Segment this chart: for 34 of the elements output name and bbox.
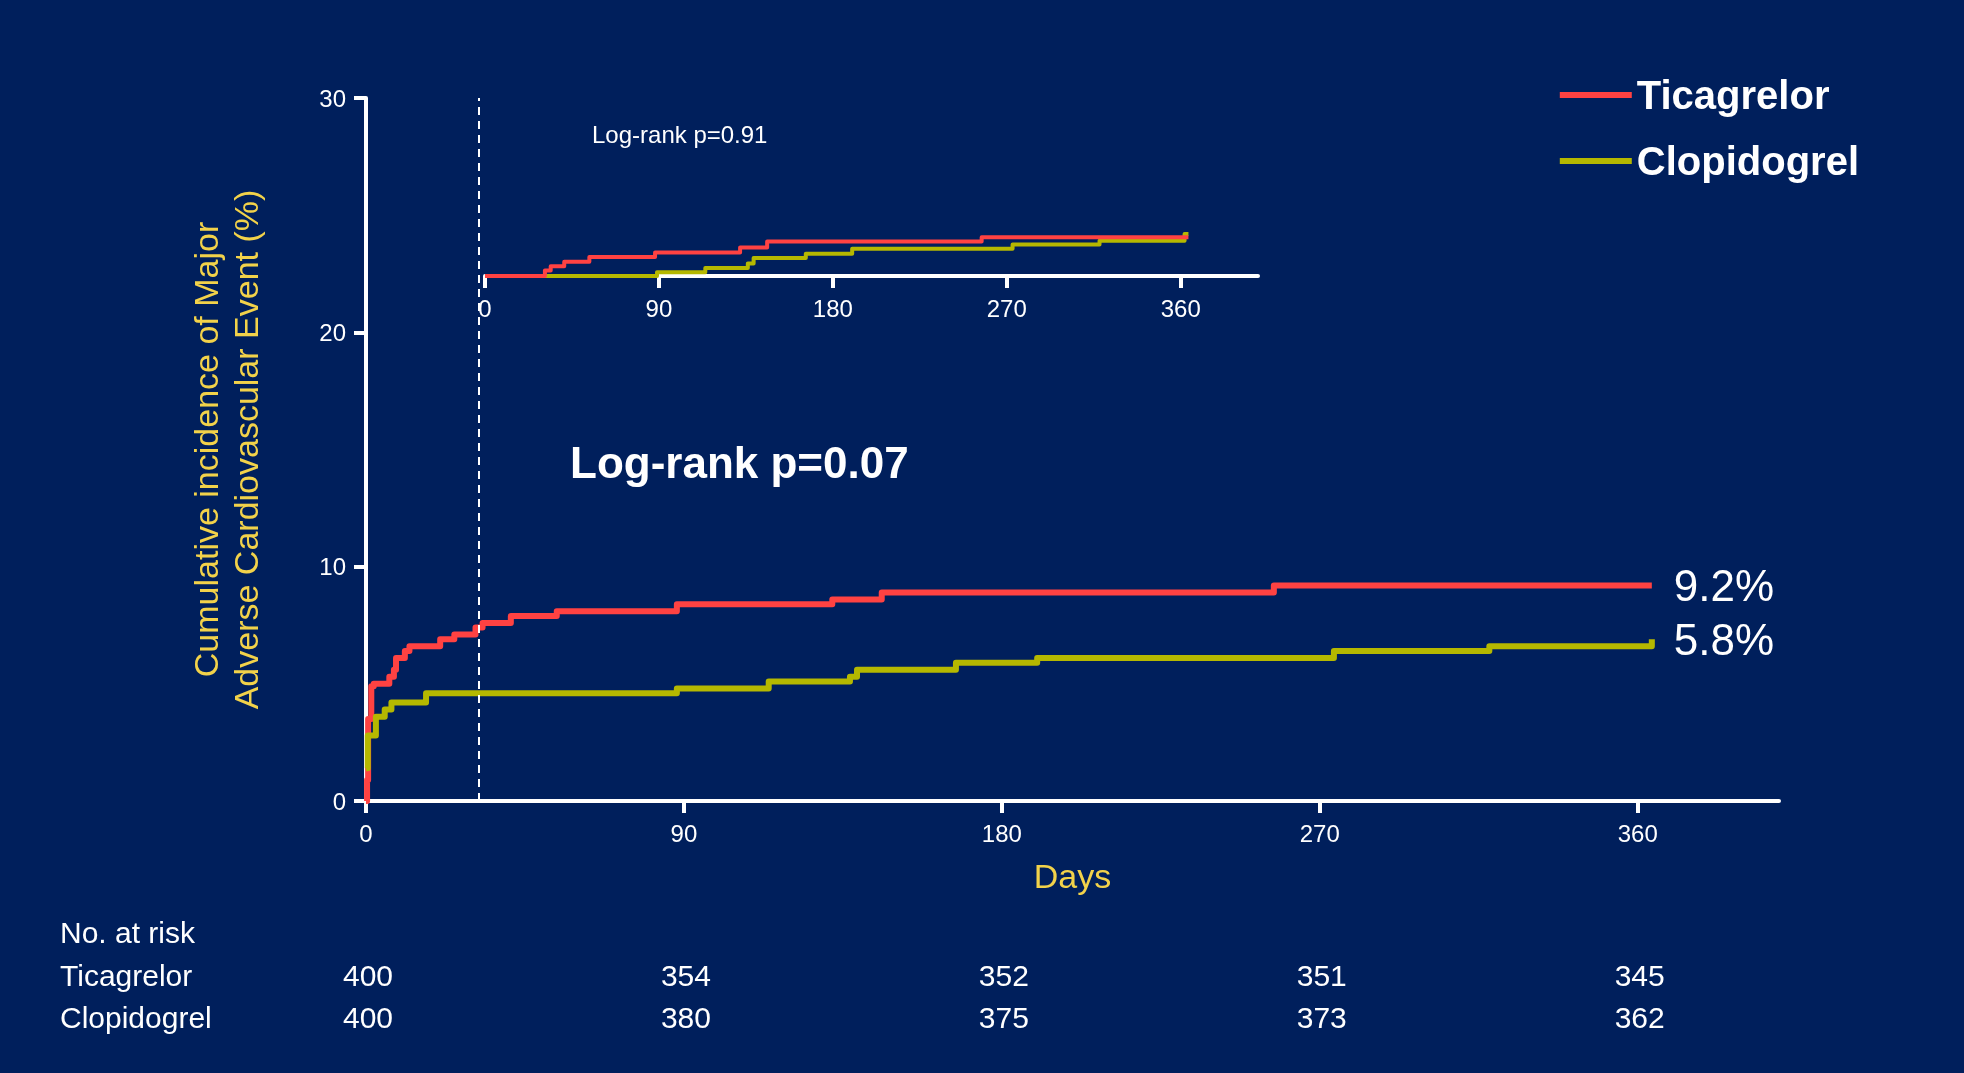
y-tick-label: 10 <box>319 553 346 581</box>
x-tick-label: 270 <box>986 294 1027 322</box>
x-axis-title: Days <box>1033 857 1112 895</box>
y-axis-title: Cumulative incidence of Major Adverse Cardiovascular Event (%) <box>187 189 265 710</box>
text: 373 <box>1296 1000 1347 1034</box>
y-tick-label: 30 <box>319 84 346 112</box>
x-tick-label: 180 <box>812 294 853 322</box>
legend-label: Ticagrelor <box>1636 73 1830 117</box>
y-tick-label: 20 <box>319 318 346 346</box>
x-tick-label: 360 <box>1160 294 1201 322</box>
x-tick-label: 270 <box>1299 819 1340 847</box>
text: 362 <box>1614 1000 1665 1034</box>
text: 345 <box>1614 958 1665 992</box>
x-tick-label: 0 <box>359 819 373 847</box>
text: No. at risk <box>60 915 197 949</box>
text: 351 <box>1296 958 1347 992</box>
annotation: Log-rank p=0.91 <box>592 120 768 148</box>
text: 354 <box>660 958 711 992</box>
x-tick-label: 360 <box>1617 819 1658 847</box>
text: 375 <box>978 1000 1029 1034</box>
annotation: 5.8% <box>1673 614 1775 664</box>
x-tick-label: 90 <box>645 294 673 322</box>
annotation: Log-rank p=0.07 <box>570 437 909 487</box>
text: Clopidogrel <box>60 1000 212 1034</box>
text: 352 <box>978 958 1029 992</box>
legend-label: Clopidogrel <box>1636 139 1860 183</box>
x-tick-label: 180 <box>981 819 1022 847</box>
annotation: 9.2% <box>1673 560 1775 610</box>
text: 400 <box>342 1000 394 1034</box>
text: Ticagrelor <box>60 958 193 992</box>
text: 400 <box>342 958 394 992</box>
x-tick-label: 90 <box>670 819 698 847</box>
text: 380 <box>660 1000 711 1034</box>
y-tick-label: 0 <box>332 787 346 815</box>
